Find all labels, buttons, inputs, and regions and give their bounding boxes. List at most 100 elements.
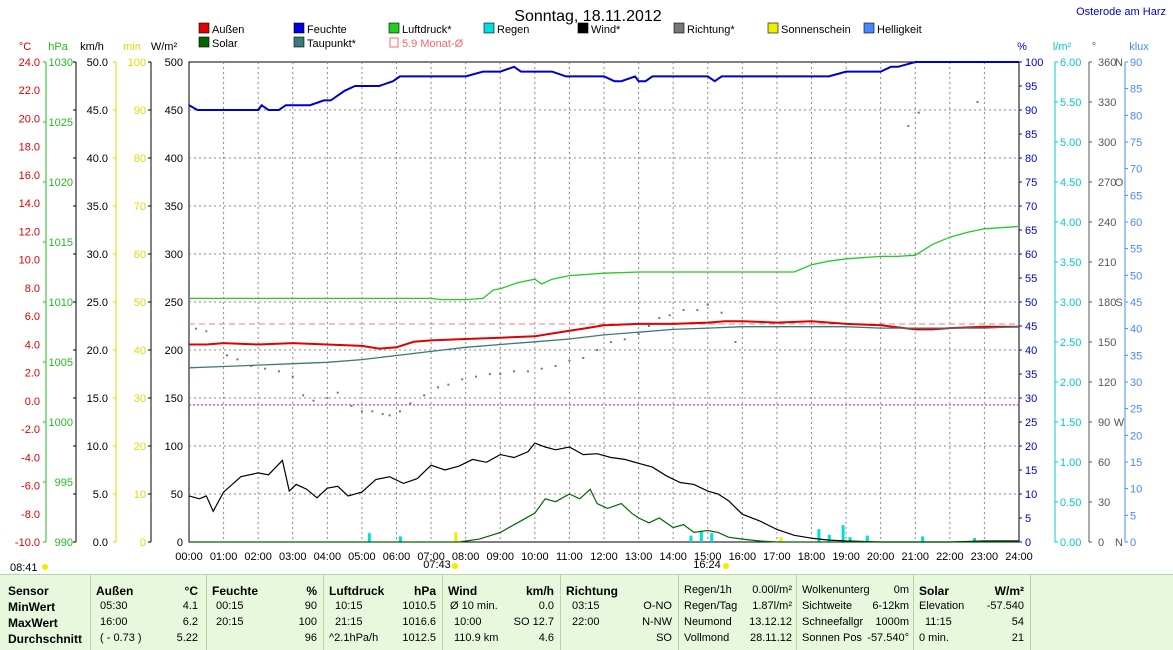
axis-tick-label: 50 <box>1130 270 1142 282</box>
axis-tick-label: 300 <box>1098 137 1116 149</box>
axis-tick-label: 20 <box>1130 430 1142 442</box>
axis-tick-label: 90 <box>134 105 146 117</box>
richtung-point <box>326 397 329 399</box>
x-tick-label: 18:00 <box>798 551 826 563</box>
axis-tick-label: 70 <box>1130 164 1142 176</box>
richtung-point <box>907 125 910 127</box>
axis-tick-label: 25 <box>1130 404 1142 416</box>
vollmond-label: Vollmond <box>684 632 730 644</box>
regen-bar <box>817 529 821 542</box>
richtung-point <box>423 394 426 397</box>
axis-tick-label: 300 <box>165 249 183 261</box>
axis-tick-label: 6.0 <box>25 311 40 323</box>
axis-tick-label: 60 <box>1025 249 1037 261</box>
richtung-point <box>499 373 502 375</box>
axis-tick-label: 60 <box>1098 457 1110 469</box>
axis-tick-label: 30.0 <box>87 249 108 261</box>
schneefall: 1000m <box>875 616 909 628</box>
axis-tick-label: 25.0 <box>87 297 108 309</box>
axis-tick-label: 18.0 <box>19 142 40 154</box>
wind-max-time: 10:00 <box>454 616 482 628</box>
axis-tick-label: 35 <box>1130 350 1142 362</box>
wind-unit: km/h <box>525 584 554 598</box>
solar-avg: 21 <box>1011 632 1024 644</box>
series-line-taupunkt <box>188 326 1020 369</box>
axis-tick-label: 2.0 <box>25 368 40 380</box>
axis-tick-label: 20.0 <box>87 345 108 357</box>
richtung-point <box>277 370 280 373</box>
neumond: 13.12.12 <box>749 616 792 628</box>
axis-tick-label: 12.0 <box>19 226 40 238</box>
axis-tick-label: 40 <box>1130 324 1142 336</box>
legend-label: Feuchte <box>307 24 347 36</box>
sichtweite: 6-12km <box>872 600 909 612</box>
luftdruck-max-time: 21:15 <box>335 616 363 628</box>
luftdruck-max: 1016.6 <box>402 616 436 628</box>
direction-label: N <box>1115 537 1123 549</box>
axis-tick-label: 40.0 <box>87 153 108 165</box>
axis-unit-label: km/h <box>80 41 104 53</box>
axis-tick-label: 5.50 <box>1060 97 1081 109</box>
x-tick-label: 19:00 <box>832 551 860 563</box>
col-wolken: Wolkenunterg 0m Sichtweite 6-12km Schnee… <box>796 575 913 650</box>
richtung-point <box>596 349 599 351</box>
axis-tick-label: 30 <box>134 393 146 405</box>
richtung-point <box>720 311 723 314</box>
x-tick-label: 02:00 <box>244 551 272 563</box>
col-luftdruck: Luftdruck hPa 10:15 1010.5 21:15 1016.6 … <box>323 575 442 650</box>
richtung-point <box>513 370 516 373</box>
regen-bar <box>827 534 831 542</box>
station-link[interactable]: Osterode am Harz <box>1076 6 1166 18</box>
axis-tick-label: 1030 <box>49 57 73 69</box>
richtung-max-time: 22:00 <box>572 616 600 628</box>
axis-tick-label: 0.00 <box>1060 537 1081 549</box>
axis-tick-label: 4.00 <box>1060 217 1081 229</box>
axis-tick-label: 8.0 <box>25 283 40 295</box>
legend-swatch <box>293 36 305 48</box>
legend-label: Wind* <box>591 24 621 36</box>
axis-tick-label: 50 <box>134 297 146 309</box>
axis-tick-label: 100 <box>165 441 183 453</box>
richtung-point <box>582 357 585 359</box>
axis-tick-label: 2.00 <box>1060 377 1081 389</box>
axis-tick-label: 22.0 <box>19 85 40 97</box>
regen-tag: 1.87l/m² <box>752 600 792 612</box>
axis-tick-label: 75 <box>1130 137 1142 149</box>
axis-tick-label: 1020 <box>49 177 73 189</box>
col-wind: Wind km/h Ø 10 min. 0.0 10:00 SO 12.7 11… <box>442 575 560 650</box>
axis-tick-label: 150 <box>1098 337 1116 349</box>
legend-label: Luftdruck* <box>402 24 452 36</box>
feuchte-min: 90 <box>304 600 317 612</box>
richtung-point <box>526 370 529 373</box>
axis-tick-label: 0 <box>140 537 146 549</box>
richtung-point <box>658 317 661 319</box>
axis-tick-label: -6.0 <box>21 481 40 493</box>
schneefall-label: Schneefallgr <box>802 616 864 628</box>
moment-sun-icon <box>42 564 48 570</box>
axis-tick-label: 1005 <box>49 357 73 369</box>
richtung-point <box>236 358 239 361</box>
axis-tick-label: -2.0 <box>21 424 40 436</box>
solar-minutes: 0 min. <box>919 632 949 644</box>
feuchte-max: 100 <box>298 616 317 628</box>
feuchte-max-time: 20:15 <box>216 616 244 628</box>
richtung-point <box>312 399 315 402</box>
axis-tick-label: 500 <box>165 57 183 69</box>
legend-swatch <box>388 22 400 34</box>
legend-swatch <box>389 37 399 48</box>
axis-tick-label: 10.0 <box>87 441 108 453</box>
richtung-point <box>734 341 737 343</box>
x-tick-label: 17:00 <box>763 551 791 563</box>
regen-bar <box>689 535 693 542</box>
axis-tick-label: 45 <box>1130 297 1142 309</box>
legend-swatch <box>673 22 685 34</box>
aussen-min-time: 05:30 <box>100 600 128 612</box>
legend-label: Helligkeit <box>877 24 922 36</box>
x-tick-label: 00:00 <box>175 551 203 563</box>
axis-tick-label: 4.50 <box>1060 177 1081 189</box>
richtung-point <box>976 101 979 103</box>
regen-bar <box>865 535 869 542</box>
richtung-point <box>668 314 671 317</box>
feuchte-unit: % <box>306 584 317 598</box>
richtung-min-time: 03:15 <box>572 600 600 612</box>
